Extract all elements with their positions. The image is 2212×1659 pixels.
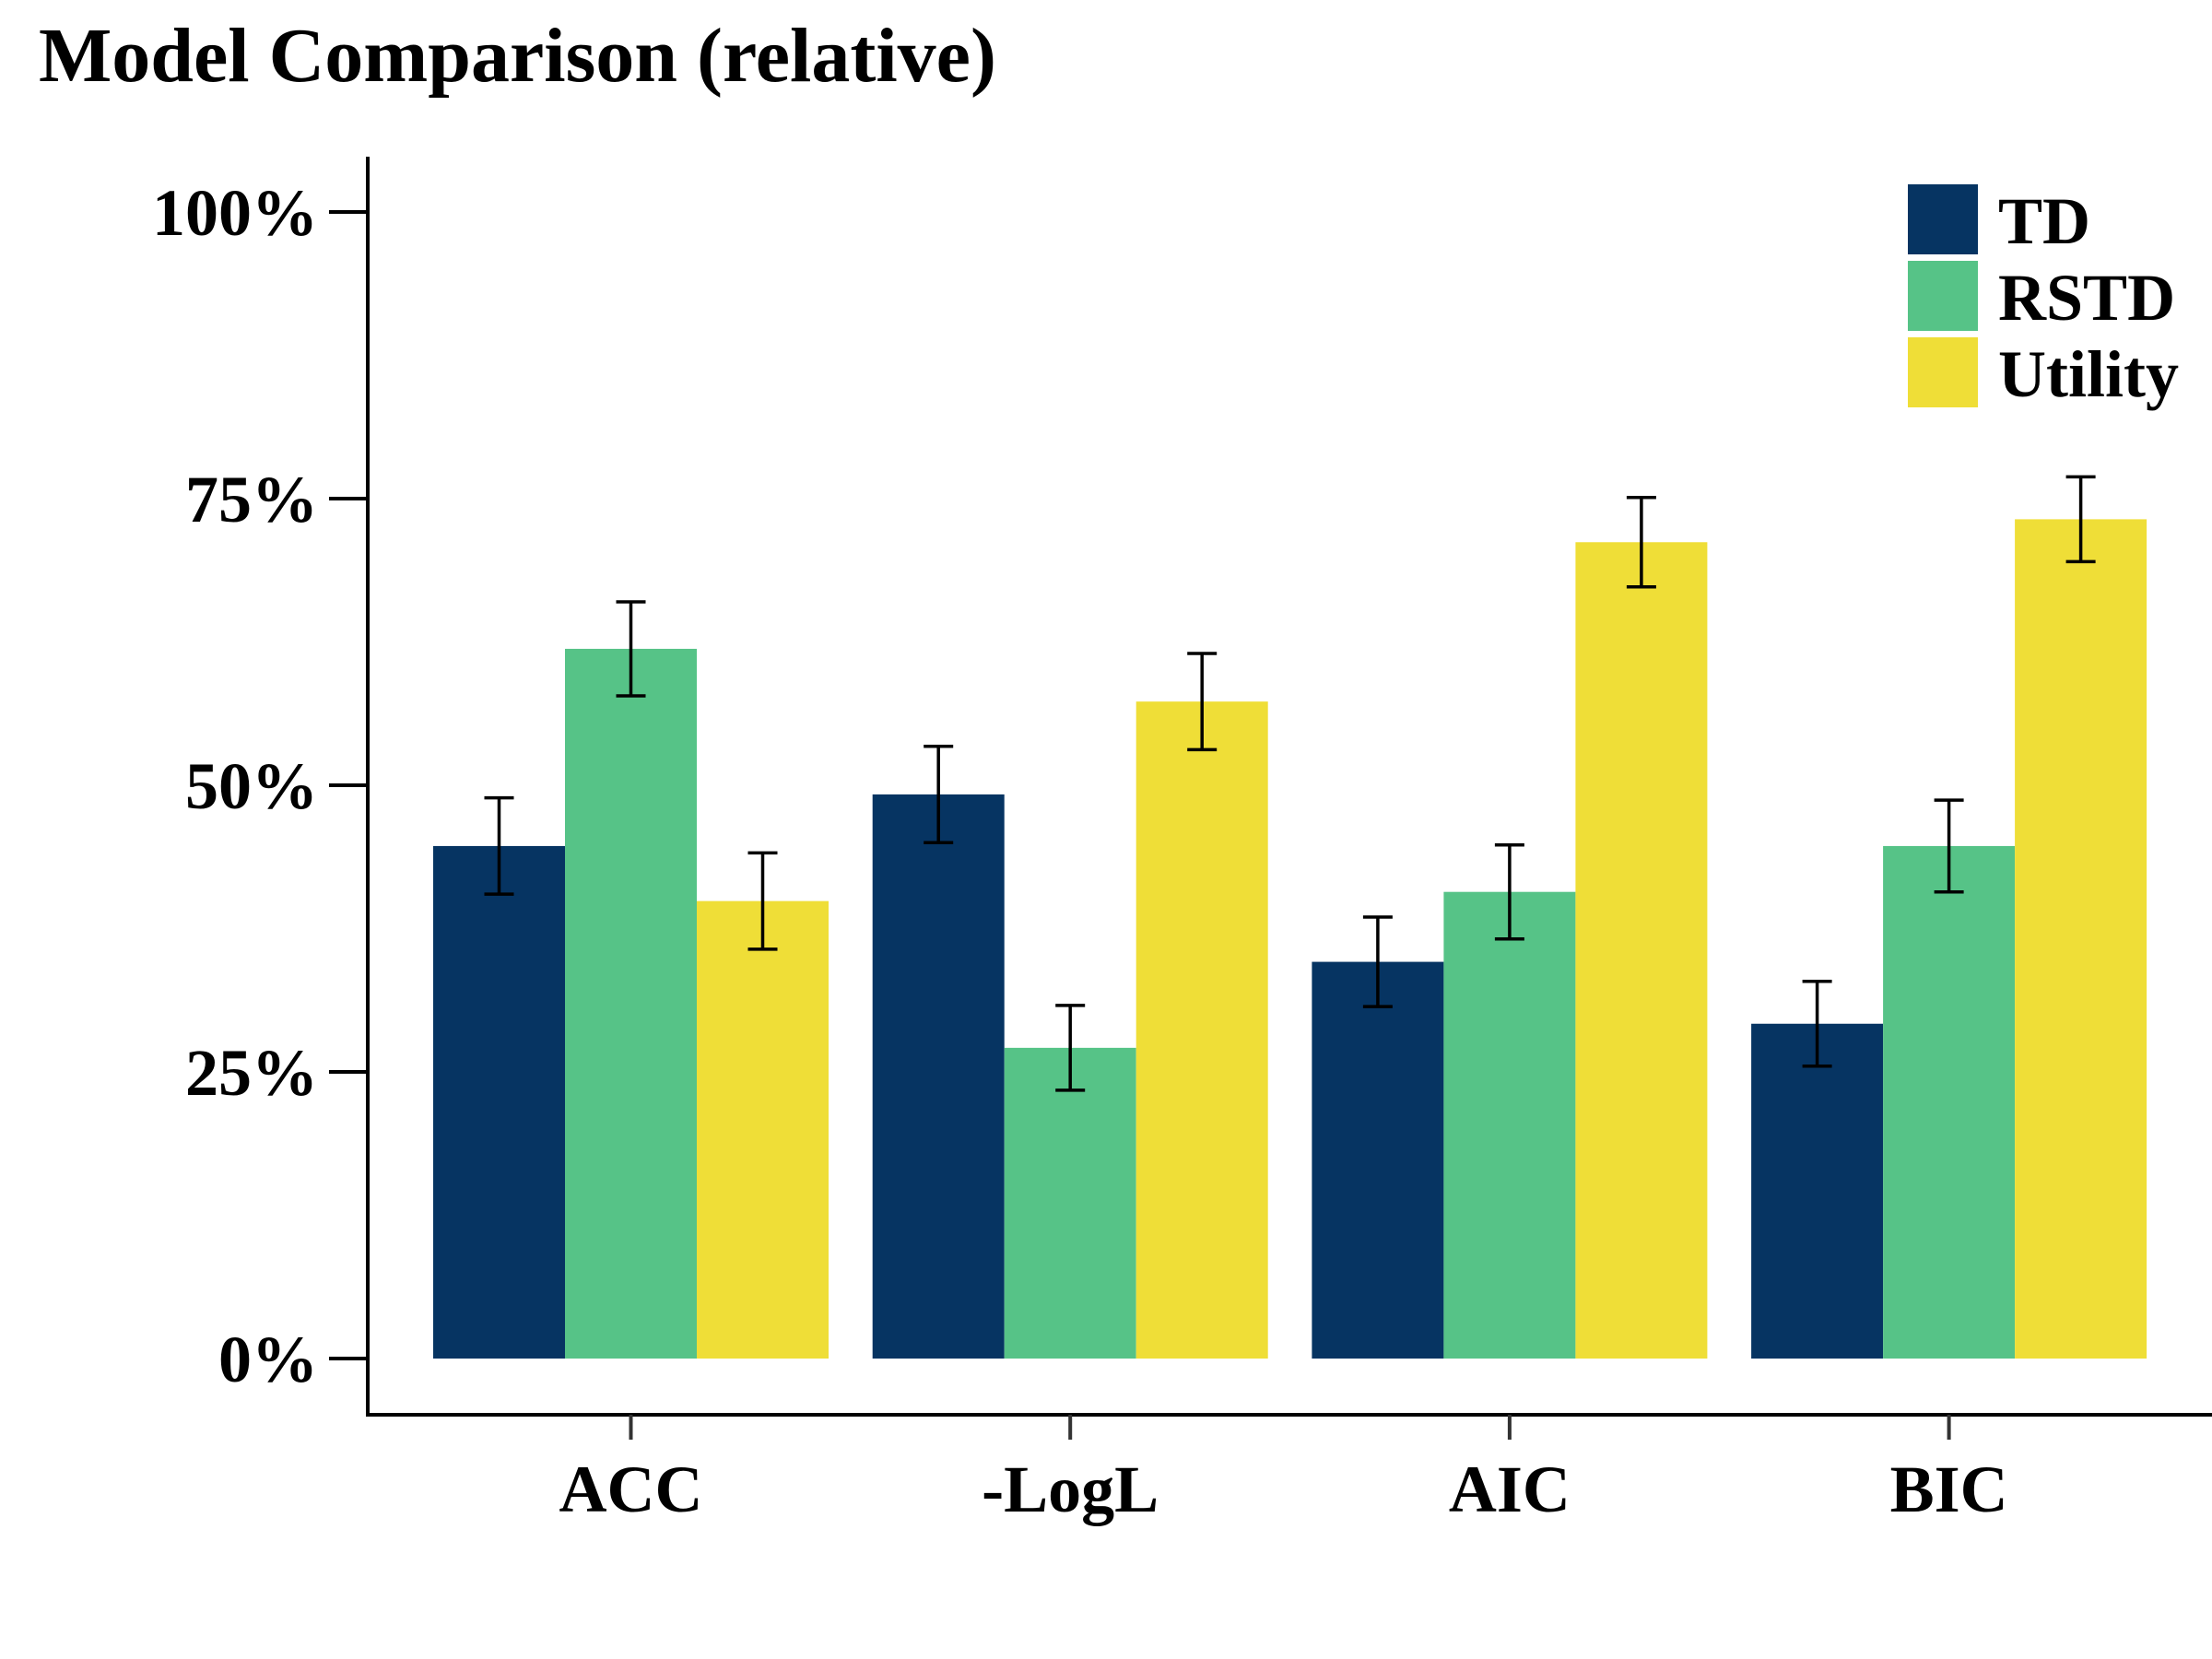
bar-rstd-aic bbox=[1443, 891, 1576, 1359]
legend-item: TD bbox=[1908, 184, 2090, 258]
error-bar bbox=[924, 744, 954, 844]
error-bar bbox=[1055, 1004, 1086, 1092]
y-ticks: 0% 25% 50% 75% 100% bbox=[152, 176, 368, 1396]
bar-utility-logl bbox=[1135, 701, 1268, 1359]
bar-utility-aic bbox=[1575, 542, 1708, 1359]
legend-item: RSTD bbox=[1908, 261, 2175, 335]
y-tick-label: 75% bbox=[185, 463, 318, 536]
x-tick-label: ACC bbox=[559, 1453, 703, 1526]
legend-item: Utility bbox=[1908, 337, 2179, 411]
x-tick-label: -LogL bbox=[982, 1453, 1159, 1526]
legend-label: TD bbox=[1998, 184, 2090, 258]
legend-swatch bbox=[1908, 184, 1978, 254]
y-axis: 0% 25% 50% 75% 100% bbox=[152, 157, 370, 1415]
x-ticks: ACC -LogL AIC BIC bbox=[559, 1415, 2008, 1526]
error-bar bbox=[616, 600, 646, 698]
error-bar bbox=[1362, 915, 1393, 1008]
error-bar bbox=[1626, 496, 1656, 589]
y-tick-label: 25% bbox=[185, 1036, 318, 1110]
error-bar bbox=[1934, 798, 1964, 894]
y-tick-label: 0% bbox=[218, 1323, 318, 1396]
bar-rstd-logl bbox=[1004, 1047, 1136, 1359]
x-tick-label: BIC bbox=[1890, 1453, 2008, 1526]
error-bar bbox=[1802, 979, 1832, 1068]
error-bar bbox=[1494, 842, 1524, 941]
legend-label: RSTD bbox=[1998, 261, 2175, 335]
y-tick-label: 100% bbox=[152, 176, 318, 250]
bar-td-acc bbox=[433, 845, 565, 1359]
x-axis: ACC -LogL AIC BIC bbox=[366, 1413, 2212, 1526]
bar-td-bic bbox=[1751, 1023, 1884, 1359]
legend-label: Utility bbox=[1998, 337, 2179, 411]
bar-td-aic bbox=[1312, 961, 1444, 1359]
error-bar bbox=[2065, 475, 2096, 564]
error-bars bbox=[484, 475, 2096, 1092]
bar-rstd-acc bbox=[565, 648, 697, 1359]
error-bar bbox=[747, 851, 778, 951]
x-tick-label: AIC bbox=[1449, 1453, 1571, 1526]
bar-td-logl bbox=[872, 794, 1005, 1359]
bars bbox=[433, 519, 2147, 1359]
error-bar bbox=[484, 795, 514, 896]
legend-swatch bbox=[1908, 261, 1978, 331]
chart-title: Model Comparison (relative) bbox=[39, 13, 996, 99]
legend-swatch bbox=[1908, 337, 1978, 407]
bar-utility-acc bbox=[697, 900, 829, 1359]
bar-utility-bic bbox=[2015, 519, 2147, 1359]
y-tick-label: 50% bbox=[185, 749, 318, 823]
bar-rstd-bic bbox=[1883, 845, 2016, 1359]
error-bar bbox=[1187, 652, 1218, 752]
